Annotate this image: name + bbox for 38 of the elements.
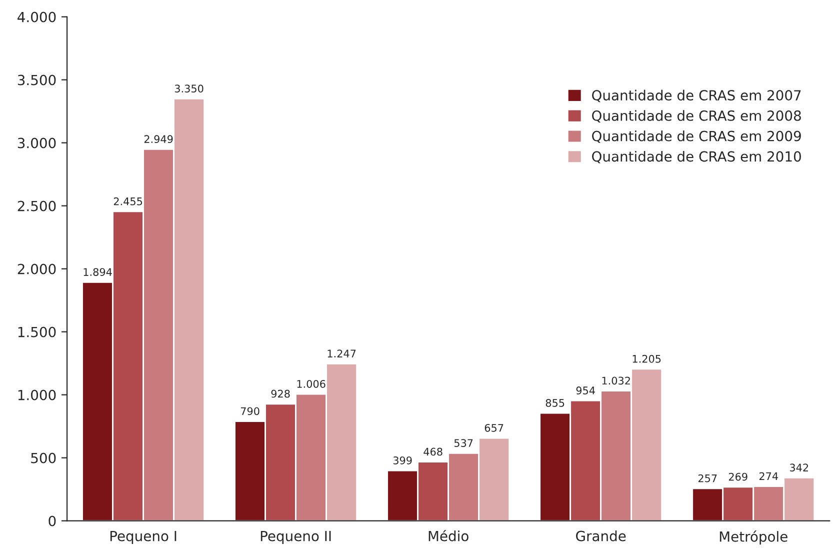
data-label: 1.205: [632, 354, 661, 363]
y-tick-label: 2.500: [18, 200, 56, 212]
data-label: 3.350: [174, 84, 204, 93]
legend-label: Quantidade de CRAS em 2010: [592, 150, 801, 164]
x-tick-label: Pequeno I: [110, 530, 176, 544]
data-label: 855: [546, 399, 564, 407]
legend-label: Quantidade de CRAS em 2007: [592, 90, 801, 102]
data-label: 468: [424, 448, 442, 456]
x-tick-label: Pequeno II: [260, 530, 331, 544]
legend-label: Quantidade de CRAS em 2009: [592, 130, 801, 143]
y-tick-label: 1.000: [18, 390, 56, 400]
data-label: 2.455: [114, 197, 142, 206]
y-tick-label: 3.000: [18, 138, 56, 148]
data-label: 269: [728, 472, 748, 481]
x-tick-label: Médio: [428, 530, 468, 542]
data-label: 790: [240, 407, 260, 416]
x-tick-label: Metrópole: [720, 530, 788, 545]
data-label: 1.247: [328, 350, 356, 358]
data-label: 257: [698, 474, 717, 482]
data-label: 537: [454, 439, 473, 447]
y-tick-label: 500: [31, 452, 56, 464]
data-label: 342: [790, 464, 808, 472]
x-tick-label: Grande: [576, 530, 626, 542]
data-label: 1.032: [602, 376, 630, 385]
y-tick-label: 0: [48, 516, 56, 526]
y-tick-label: 3.500: [18, 74, 56, 86]
data-label: 928: [271, 390, 290, 398]
legend-label: Quantidade de CRAS em 2008: [592, 110, 801, 123]
y-tick-label: 2.000: [18, 264, 56, 274]
data-label: 657: [484, 424, 504, 432]
y-tick-label: 4.000: [18, 12, 56, 22]
data-label: 399: [393, 456, 412, 464]
data-label: 274: [759, 472, 778, 480]
data-label: 954: [576, 386, 595, 394]
y-tick-label: 1.500: [18, 326, 56, 338]
data-label: 2.949: [144, 135, 173, 144]
data-label: 1.006: [297, 380, 326, 388]
data-label: 1.894: [84, 268, 112, 276]
